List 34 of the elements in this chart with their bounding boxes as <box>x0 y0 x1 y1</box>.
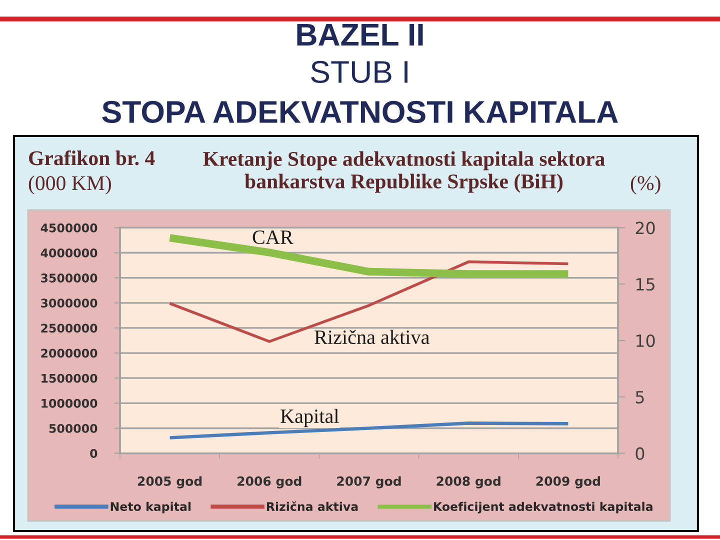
legend-label: Koeficijent adekvatnosti kapitala <box>434 502 652 514</box>
y-tick-label: 1000000 <box>42 398 98 408</box>
y-tick-label: 3000000 <box>41 298 98 308</box>
y2-tick-label: 20 <box>636 222 655 234</box>
y2-tick-label: 0 <box>636 447 644 460</box>
x-tick-label: 2006 god <box>238 476 302 488</box>
y-tick-label: 2000000 <box>41 348 98 358</box>
x-tick-label: 2009 god <box>536 476 600 488</box>
x-tick-label: 2007 god <box>337 476 401 488</box>
x-tick-label: 2005 god <box>138 476 202 488</box>
y-tick-label: 0 <box>90 449 98 458</box>
y-tick-label: 4500000 <box>40 223 98 232</box>
y-tick-label: 2500000 <box>41 324 98 333</box>
annotation: CAR <box>252 230 294 244</box>
y2-tick-label: 15 <box>636 278 654 291</box>
legend-label: Neto kapital <box>110 502 191 514</box>
chart-subtitle: STUB I <box>311 60 408 84</box>
text: Kretanje Stope adekvatnosti kapitala sektora bankarstva Republike Srpske (BiH) <box>203 151 605 193</box>
y2-tick-label: 10 <box>636 334 655 348</box>
annotation: Kapital <box>280 408 339 428</box>
y-tick-label: 3500000 <box>41 274 98 282</box>
text: Grafikon br. 4 <box>29 150 155 166</box>
y-tick-label: 500000 <box>49 424 98 433</box>
y2-tick-label: 5 <box>636 391 644 404</box>
text: STOPA ADEKVATNOSTI KAPITALA <box>102 100 618 124</box>
y-tick-label: 4000000 <box>40 248 98 258</box>
line-series <box>168 260 570 343</box>
legend-label: Rizična aktiva <box>266 501 358 511</box>
y-axis-title: (000 KM) <box>28 176 111 194</box>
x-tick-label: 2008 god <box>436 476 500 488</box>
chart-title: BAZEL II <box>297 24 423 46</box>
y-tick-label: 1500000 <box>42 374 98 383</box>
y2-axis-title: (%) <box>630 176 660 194</box>
annotation: Rizična aktiva <box>314 330 430 344</box>
